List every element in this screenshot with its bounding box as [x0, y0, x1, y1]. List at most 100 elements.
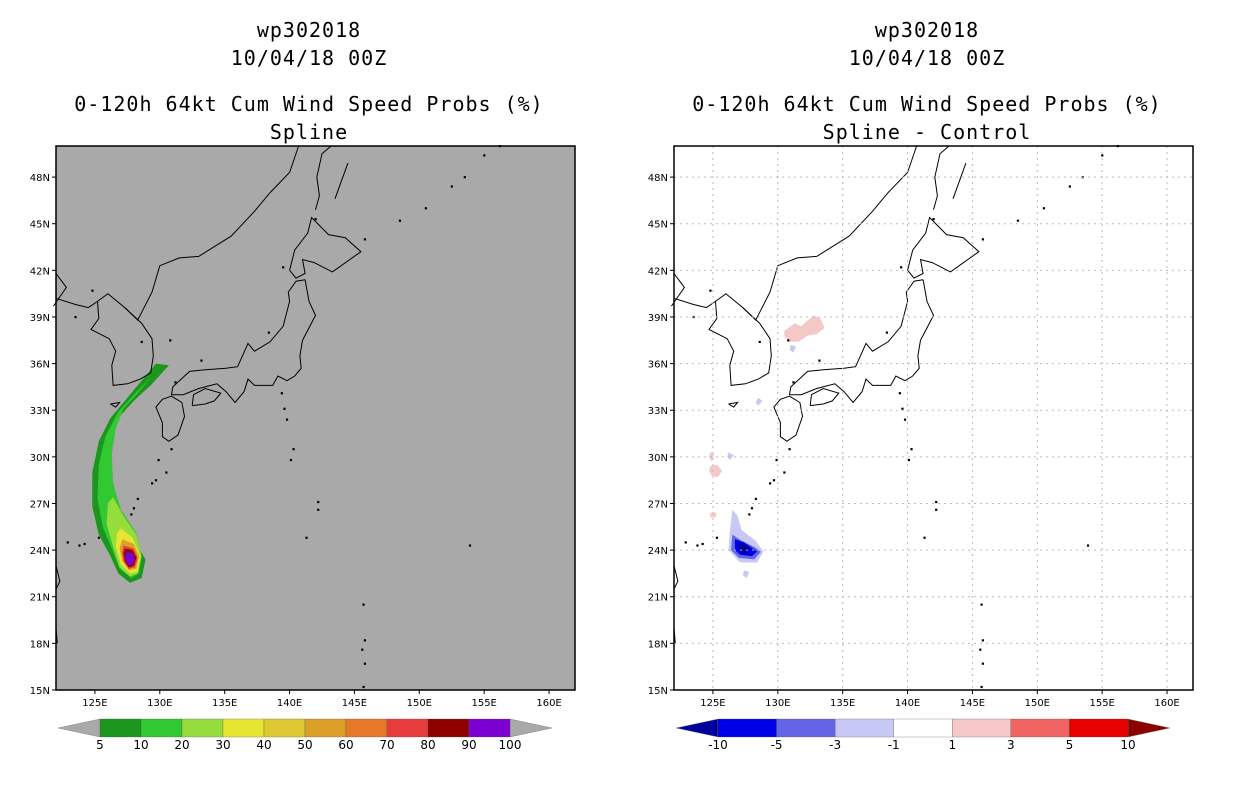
- lon-tick-label: 125E: [700, 698, 725, 709]
- island: [468, 544, 472, 547]
- colorbar-swatch: [834, 718, 894, 738]
- lon-tick-label: 140E: [895, 698, 920, 709]
- storm-id-title: wp302018: [256, 18, 362, 42]
- colorbar-swatch: [717, 718, 777, 738]
- coastlines: [52, 145, 501, 689]
- map-background: [674, 146, 1193, 690]
- subtitle: Spline - Control: [822, 120, 1032, 144]
- colorbar-swatch: [181, 718, 224, 738]
- lon-tick-label: 150E: [407, 698, 432, 709]
- colorbar-label: 5: [96, 738, 104, 752]
- colorbar-label: 80: [420, 738, 435, 752]
- coastline: [673, 145, 918, 321]
- colorbar-swatch: [468, 718, 511, 738]
- colorbar-swatch: [263, 718, 306, 738]
- island: [305, 536, 308, 539]
- lat-tick-label: 21N: [30, 593, 50, 604]
- island: [696, 544, 699, 547]
- colorbar-left-arrow: [675, 718, 719, 738]
- island: [1016, 219, 1020, 222]
- island: [363, 662, 367, 665]
- colorbar-label: 10: [1120, 738, 1135, 752]
- island: [282, 266, 285, 269]
- diff-neg-1-contour: [742, 570, 750, 579]
- island: [317, 508, 320, 511]
- lon-tick-label: 160E: [1154, 698, 1179, 709]
- island: [1042, 207, 1045, 210]
- island: [1086, 544, 1090, 547]
- lon-tick-label: 160E: [536, 698, 561, 709]
- island: [1101, 154, 1104, 157]
- island: [772, 479, 776, 482]
- island: [97, 536, 101, 539]
- island: [910, 448, 913, 451]
- colorbar-swatch: [1069, 718, 1129, 738]
- coastline: [315, 145, 332, 210]
- island: [903, 418, 907, 421]
- coastline: [52, 273, 68, 307]
- island: [769, 482, 772, 485]
- lat-tick-label: 24N: [30, 546, 50, 557]
- island: [783, 471, 786, 474]
- colorbar-label: 40: [256, 738, 271, 752]
- colorbar-swatch: [776, 718, 836, 738]
- island: [74, 315, 77, 319]
- colorbar-label: 30: [215, 738, 230, 752]
- island: [684, 541, 687, 544]
- island: [900, 266, 903, 269]
- island: [170, 448, 173, 451]
- colorbar-label: -3: [829, 738, 841, 752]
- island: [280, 392, 283, 395]
- diff-neg-1-contour: [755, 397, 763, 406]
- lat-tick-label: 48N: [30, 173, 50, 184]
- island: [715, 536, 719, 539]
- island: [463, 176, 466, 179]
- island: [140, 340, 143, 344]
- colorbar-label: 1: [948, 738, 956, 752]
- coastline: [773, 395, 804, 442]
- island: [165, 471, 168, 474]
- lon-tick-label: 145E: [342, 698, 367, 709]
- lon-tick-label: 155E: [471, 698, 496, 709]
- colorbar-right-arrow: [1127, 718, 1171, 738]
- coastline: [728, 401, 739, 408]
- diff-neg-1-contour: [789, 344, 796, 353]
- lat-tick-label: 39N: [648, 313, 668, 324]
- island: [157, 458, 160, 462]
- island: [283, 407, 286, 410]
- island: [361, 648, 364, 651]
- colorbar: 5 10 20 30 40 50 60 70 80 90 100: [57, 718, 553, 752]
- colorbar-swatch: [893, 718, 953, 738]
- right-panel: wp302018 10/04/18 00Z 0-120h 64kt Cum Wi…: [618, 0, 1236, 800]
- left-panel: wp302018 10/04/18 00Z 0-120h 64kt Cum Wi…: [30, 18, 576, 752]
- colorbar-label: 60: [338, 738, 353, 752]
- map-background: [56, 146, 575, 690]
- island: [979, 648, 982, 651]
- lat-tick-label: 21N: [648, 593, 668, 604]
- coastline: [788, 279, 935, 404]
- lat-tick-label: 39N: [30, 313, 50, 324]
- colorbar-right-arrow: [509, 718, 553, 738]
- colorbar-label: -1: [888, 738, 900, 752]
- island: [136, 497, 139, 501]
- coastline: [933, 145, 950, 210]
- island: [151, 482, 154, 485]
- lat-tick-label: 45N: [30, 220, 50, 231]
- coastlines: [670, 145, 1119, 689]
- lon-tick-label: 145E: [960, 698, 985, 709]
- island: [83, 542, 86, 546]
- island: [898, 392, 901, 395]
- colorbar-swatch: [386, 718, 429, 738]
- island: [709, 289, 712, 292]
- island: [285, 418, 289, 421]
- island: [317, 500, 320, 504]
- colorbar-swatch: [222, 718, 265, 738]
- coastline: [673, 565, 679, 590]
- coastline: [55, 145, 300, 321]
- lat-tick-label: 15N: [30, 686, 50, 697]
- island: [450, 185, 453, 188]
- lat-tick-label: 42N: [648, 266, 668, 277]
- lat-tick-label: 48N: [648, 173, 668, 184]
- lat-tick-label: 27N: [30, 499, 50, 510]
- map-frame: [55, 145, 576, 691]
